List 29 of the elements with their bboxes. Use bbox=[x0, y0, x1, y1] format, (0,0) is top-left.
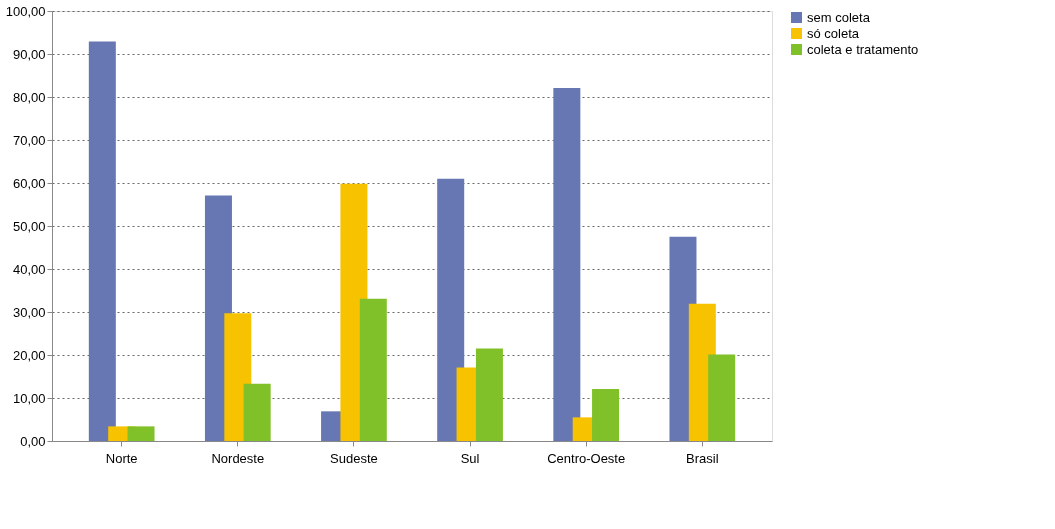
x-tick-label: Centro-Oeste bbox=[547, 450, 626, 466]
legend-label: sem coleta bbox=[807, 9, 871, 25]
bar bbox=[127, 426, 155, 441]
bar bbox=[437, 178, 465, 441]
bar bbox=[475, 348, 503, 441]
bar bbox=[553, 87, 581, 441]
y-tick-label: 80,00 bbox=[12, 89, 46, 105]
y-tick-label: 100,00 bbox=[5, 3, 46, 19]
y-tick-label: 30,00 bbox=[12, 304, 46, 320]
y-tick-label: 70,00 bbox=[12, 132, 46, 148]
y-tick-label: 90,00 bbox=[12, 46, 46, 62]
x-tick-label: Nordeste bbox=[211, 450, 265, 466]
y-tick-label: 20,00 bbox=[12, 347, 46, 363]
bar bbox=[592, 388, 620, 441]
x-tick-label: Brasil bbox=[686, 450, 719, 466]
y-tick-label: 40,00 bbox=[12, 261, 46, 277]
y-tick-label: 60,00 bbox=[12, 175, 46, 191]
bar bbox=[243, 383, 271, 441]
x-tick-label: Norte bbox=[105, 450, 138, 466]
bar bbox=[88, 41, 116, 441]
bar bbox=[359, 298, 387, 441]
x-tick-label: Sudeste bbox=[330, 450, 378, 466]
bar bbox=[708, 354, 736, 441]
legend-label: coleta e tratamento bbox=[807, 41, 919, 57]
y-tick-label: 50,00 bbox=[12, 218, 46, 234]
x-tick-label: Sul bbox=[460, 450, 480, 466]
legend-label: só coleta bbox=[807, 25, 860, 41]
y-tick-label: 0,00 bbox=[20, 433, 46, 449]
y-tick-label: 10,00 bbox=[12, 390, 46, 406]
